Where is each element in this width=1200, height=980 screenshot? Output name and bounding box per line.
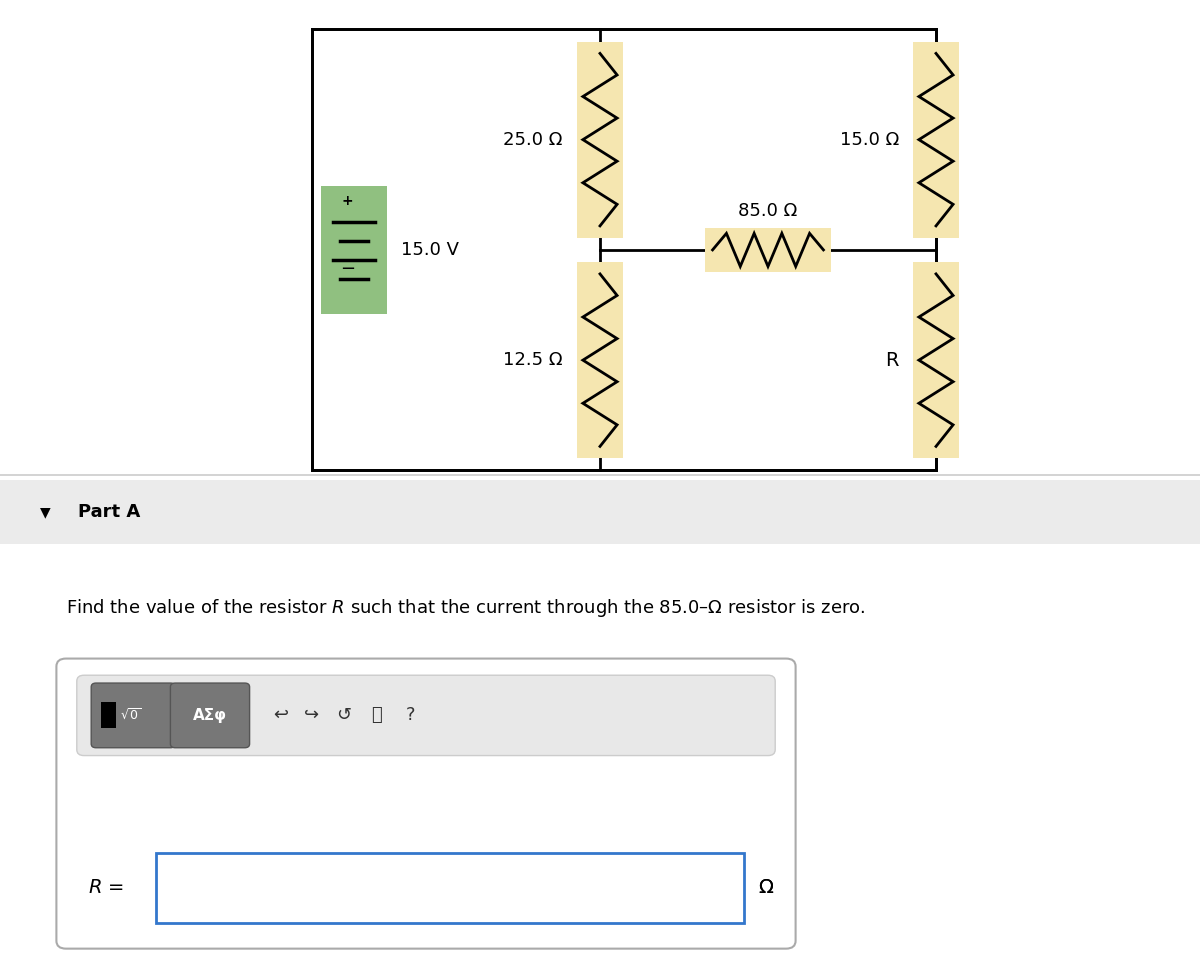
- Text: Part A: Part A: [78, 503, 140, 521]
- Text: $R$ =: $R$ =: [88, 878, 124, 898]
- Bar: [706, 228, 830, 271]
- Text: $\sqrt{0}$: $\sqrt{0}$: [120, 708, 142, 723]
- Bar: [913, 262, 959, 458]
- Bar: [913, 41, 959, 238]
- Text: ↪: ↪: [305, 707, 319, 724]
- Text: AΣφ: AΣφ: [193, 708, 227, 723]
- Bar: [0, 480, 1200, 544]
- Bar: [577, 41, 623, 238]
- FancyBboxPatch shape: [91, 683, 175, 748]
- Text: Ω: Ω: [758, 878, 773, 898]
- Bar: [312, 29, 936, 470]
- Text: +: +: [342, 194, 353, 209]
- Text: R: R: [886, 351, 899, 369]
- Text: ?: ?: [406, 707, 415, 724]
- Bar: [320, 186, 386, 314]
- Text: 25.0 Ω: 25.0 Ω: [504, 130, 563, 149]
- Text: ▼: ▼: [41, 505, 50, 519]
- Text: 15.0 V: 15.0 V: [402, 241, 460, 259]
- Text: ⦿: ⦿: [372, 707, 382, 724]
- Text: −: −: [340, 260, 355, 278]
- Text: ↺: ↺: [336, 707, 350, 724]
- Text: 12.5 Ω: 12.5 Ω: [503, 351, 563, 369]
- Bar: [577, 262, 623, 458]
- Text: ↩: ↩: [274, 707, 288, 724]
- FancyBboxPatch shape: [170, 683, 250, 748]
- Text: 15.0 Ω: 15.0 Ω: [840, 130, 899, 149]
- Text: Ω: Ω: [758, 878, 773, 898]
- FancyBboxPatch shape: [56, 659, 796, 949]
- FancyBboxPatch shape: [77, 675, 775, 756]
- Text: 85.0 Ω: 85.0 Ω: [738, 202, 798, 220]
- Bar: [156, 853, 744, 923]
- Text: Find the value of the resistor $R$ such that the current through the 85.0–Ω resi: Find the value of the resistor $R$ such …: [66, 597, 865, 618]
- Bar: [101, 703, 116, 728]
